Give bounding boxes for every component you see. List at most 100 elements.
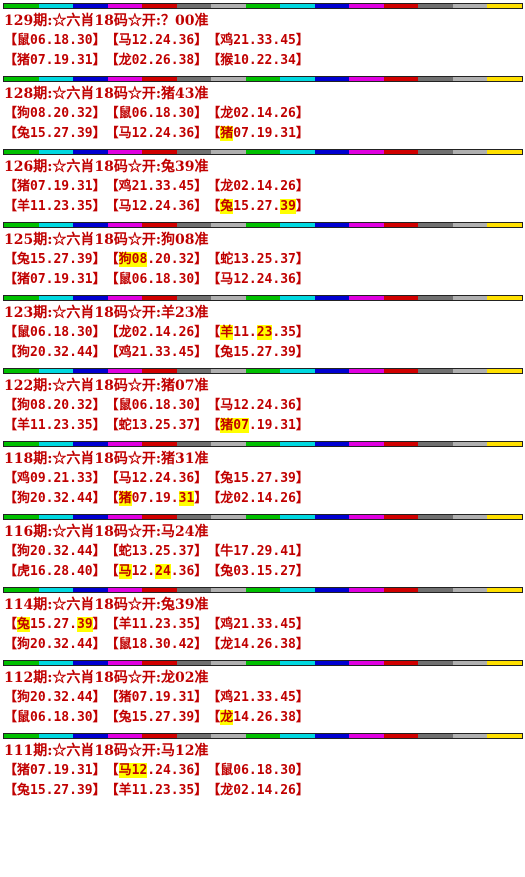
zodiac-number-group: 【马12.24.36】 <box>106 562 207 582</box>
divider-segment <box>280 77 315 81</box>
divider-segment <box>142 588 177 592</box>
zodiac-number-group: 【马12.24.36】 <box>106 124 208 144</box>
divider-segment <box>280 661 315 665</box>
divider-segment <box>211 77 246 81</box>
divider-segment <box>245 77 281 81</box>
period-header: 112期:☆六肖18码☆开:龙02准 <box>4 670 209 686</box>
group-text: 【 <box>207 325 221 340</box>
group-text: .19.31】 <box>248 418 309 433</box>
divider-segment <box>280 442 315 446</box>
divider-segment <box>314 588 350 592</box>
divider-segment <box>418 515 453 519</box>
divider-segment <box>245 296 281 300</box>
divider-segment <box>487 442 522 446</box>
divider-segment <box>452 4 488 8</box>
group-text: 【猪07.19.31】 <box>4 53 106 68</box>
zodiac-number-group: 【兔15.27.39】 <box>207 343 309 363</box>
divider-segment <box>142 223 177 227</box>
divider-segment <box>418 734 453 738</box>
zodiac-row: 【兔15.27.39】【狗08.20.32】【蛇13.25.37】 <box>4 250 525 270</box>
zodiac-row: 【羊11.23.35】【蛇13.25.37】【猪07.19.31】 <box>4 416 525 436</box>
period-entry: 118期:☆六肖18码☆开:猪31准【鸡09.21.33】【马12.24.36】… <box>0 447 525 511</box>
group-text: 【猪07.19.31】 <box>4 272 106 287</box>
period-header: 118期:☆六肖18码☆开:猪31准 <box>4 451 209 467</box>
divider-segment <box>349 515 384 519</box>
group-text: 【鸡21.33.45】 <box>105 179 208 194</box>
divider-segment <box>176 77 212 81</box>
divider-segment <box>452 223 488 227</box>
divider-segment <box>452 661 488 665</box>
zodiac-number-group: 【猪07.19.31】 <box>4 761 106 781</box>
hit-highlight: 兔 <box>220 199 234 214</box>
group-text: .24.36】 <box>147 763 208 778</box>
divider-segment <box>4 588 39 592</box>
zodiac-number-group: 【猪07.19.31】 <box>106 688 208 708</box>
zodiac-number-group: 【马12.24.36】 <box>207 270 309 290</box>
divider-segment <box>107 734 143 738</box>
divider-segment <box>176 223 212 227</box>
period-header: 128期:☆六肖18码☆开:猪43准 <box>4 86 209 102</box>
divider-segment <box>383 150 419 154</box>
zodiac-row: 【兔15.27.39】【羊11.23.35】【龙02.14.26】 <box>4 781 525 801</box>
group-text: 【 <box>4 617 18 632</box>
group-text: 】 <box>194 491 208 506</box>
divider-segment <box>418 223 453 227</box>
divider-segment <box>73 150 108 154</box>
divider-segment <box>4 223 39 227</box>
divider-segment <box>4 515 39 519</box>
hit-highlight: 马 <box>118 564 132 579</box>
zodiac-row: 【鸡09.21.33】【马12.24.36】【兔15.27.39】 <box>4 469 525 489</box>
divider-segment <box>349 296 384 300</box>
divider-segment <box>142 442 177 446</box>
zodiac-number-group: 【马12.24.36】 <box>106 469 208 489</box>
zodiac-number-group: 【蛇13.25.37】 <box>106 416 208 436</box>
group-text: .35】 <box>272 325 309 340</box>
divider-segment <box>349 369 384 373</box>
group-text: 【鸡21.33.45】 <box>207 33 309 48</box>
divider-segment <box>487 734 522 738</box>
divider-segment <box>176 515 212 519</box>
divider-segment <box>349 4 384 8</box>
zodiac-row: 【狗08.20.32】【鼠06.18.30】【马12.24.36】 <box>4 396 525 416</box>
divider-segment <box>4 150 39 154</box>
divider-segment <box>314 150 350 154</box>
divider-segment <box>245 4 281 8</box>
divider-segment <box>383 442 419 446</box>
divider-segment <box>107 150 143 154</box>
divider-segment <box>487 515 522 519</box>
divider-segment <box>142 77 177 81</box>
divider-segment <box>4 296 39 300</box>
divider-segment <box>349 442 384 446</box>
zodiac-number-group: 【龙02.14.26】 <box>207 104 309 124</box>
zodiac-number-group: 【鸡09.21.33】 <box>4 469 106 489</box>
divider-segment <box>280 515 315 519</box>
group-text: 【鼠06.18.30】 <box>207 763 309 778</box>
group-text: 【鼠06.18.30】 <box>105 106 208 121</box>
divider-segment <box>418 4 453 8</box>
divider-segment <box>383 223 419 227</box>
divider-segment <box>107 223 143 227</box>
divider-segment <box>383 77 419 81</box>
zodiac-number-group: 【猪07.19.31】 <box>106 489 208 509</box>
zodiac-row: 【狗20.32.44】【鸡21.33.45】【兔15.27.39】 <box>4 343 525 363</box>
divider-segment <box>38 369 74 373</box>
divider-segment <box>211 369 246 373</box>
divider-segment <box>38 661 74 665</box>
group-text: 【马12.24.36】 <box>207 272 309 287</box>
zodiac-row: 【狗20.32.44】【猪07.19.31】【鸡21.33.45】 <box>4 688 525 708</box>
zodiac-number-group: 【鼠06.18.30】 <box>106 396 208 416</box>
divider-segment <box>38 442 74 446</box>
zodiac-number-group: 【鼠18.30.42】 <box>106 635 208 655</box>
divider-segment <box>349 150 384 154</box>
period-header: 129期:☆六肖18码☆开:？00准 <box>4 13 209 29</box>
divider-segment <box>245 369 281 373</box>
period-entry: 111期:☆六肖18码☆开:马12准 【猪07.19.31】【马12.24.36】… <box>0 739 525 803</box>
group-text: 14.26.38】 <box>233 710 309 725</box>
group-text: 【鸡21.33.45】 <box>105 345 208 360</box>
divider-segment <box>176 588 212 592</box>
divider-segment <box>314 369 350 373</box>
zodiac-number-group: 【龙02.14.26】 <box>106 323 208 343</box>
divider-segment <box>418 661 453 665</box>
period-entry: 112期:☆六肖18码☆开:龙02准【狗20.32.44】【猪07.19.31】… <box>0 666 525 730</box>
divider-segment <box>418 369 453 373</box>
